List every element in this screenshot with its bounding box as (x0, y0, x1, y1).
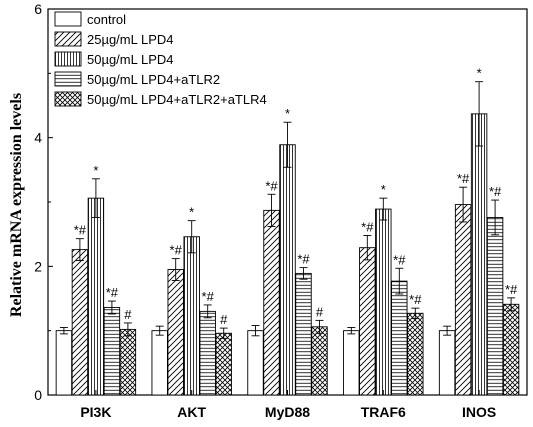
significance-label: *# (297, 252, 310, 267)
legend-swatch (54, 31, 82, 47)
bar-pi3k-series-2 (87, 197, 105, 396)
bar-akt-series-3 (199, 310, 216, 396)
legend-swatch (54, 91, 82, 107)
significance-label: *# (265, 178, 278, 193)
legend-swatch (54, 51, 82, 67)
bars-layer: *# * *# # *# * *# # *# * *# # *# * *# *# *# * *# *# (55, 66, 520, 396)
significance-label: *# (74, 223, 87, 238)
significance-label: # (220, 312, 228, 327)
y-tick-label: 2 (34, 258, 42, 274)
significance-label: *# (409, 292, 422, 307)
significance-label: * (285, 106, 290, 121)
legend-swatch (54, 71, 82, 87)
significance-label: * (381, 182, 386, 197)
y-axis: 0 2 4 6 (34, 1, 53, 403)
bar-traf6-series-2 (375, 208, 392, 396)
bar-traf6-series-0 (343, 330, 360, 396)
bar-inos-series-1 (454, 204, 472, 396)
y-tick-label: 6 (34, 1, 42, 17)
significance-label: *# (457, 171, 470, 186)
x-tick-label: MyD88 (265, 404, 310, 420)
bar-pi3k-series-1 (71, 249, 89, 396)
significance-label: *# (170, 243, 183, 258)
bar-pi3k-series-3 (103, 307, 121, 396)
bar-myd88-series-3 (295, 272, 312, 396)
y-axis-title: Relative mRNA expression levels (8, 93, 25, 317)
significance-label: # (124, 307, 132, 322)
bar-inos-series-0 (438, 330, 456, 396)
bar-myd88-series-4 (311, 326, 328, 396)
significance-label: * (93, 163, 98, 178)
significance-label: * (189, 205, 194, 220)
y-tick-label: 0 (34, 387, 42, 403)
significance-label: * (477, 66, 482, 81)
x-axis: PI3K AKT MyD88 TRAF6 INOS (80, 390, 496, 420)
legend: control 25µg/mL LPD4 50µg/mL LPD4 50µg/mL L… (54, 11, 267, 107)
x-tick-label: TRAF6 (361, 404, 406, 420)
bar-akt-series-4 (215, 332, 232, 396)
bar-inos-series-3 (486, 216, 504, 396)
significance-label: *# (489, 184, 502, 199)
bar-pi3k-series-4 (119, 328, 137, 396)
bar-akt-series-0 (151, 330, 168, 396)
y-tick-label: 4 (34, 130, 42, 146)
x-tick-label: INOS (462, 404, 496, 420)
legend-label: control (87, 12, 126, 27)
legend-label: 50µg/mL LPD4+aTLR2 (87, 72, 220, 87)
bar-myd88-series-2 (279, 144, 296, 396)
significance-label: *# (505, 282, 518, 297)
bar-myd88-series-0 (247, 330, 264, 396)
bar-traf6-series-4 (407, 312, 424, 396)
bar-inos-series-2 (470, 113, 488, 396)
bar-traf6-series-3 (391, 280, 408, 396)
bar-myd88-series-1 (263, 209, 280, 396)
significance-label: # (316, 304, 324, 319)
legend-label: 50µg/mL LPD4 (87, 52, 174, 67)
bar-pi3k-series-0 (55, 330, 73, 396)
x-tick-label: PI3K (80, 404, 111, 420)
significance-label: *# (361, 219, 374, 234)
bar-akt-series-2 (183, 236, 200, 396)
x-tick-label: AKT (177, 404, 206, 420)
legend-label: 50µg/mL LPD4+aTLR2+aTLR4 (87, 92, 267, 107)
bar-inos-series-4 (502, 303, 520, 396)
significance-label: *# (202, 289, 215, 304)
legend-label: 25µg/mL LPD4 (87, 32, 174, 47)
bar-akt-series-1 (167, 269, 184, 396)
bar-traf6-series-1 (359, 247, 376, 396)
legend-swatch (54, 11, 82, 27)
significance-label: *# (393, 252, 406, 267)
significance-label: *# (106, 285, 119, 300)
